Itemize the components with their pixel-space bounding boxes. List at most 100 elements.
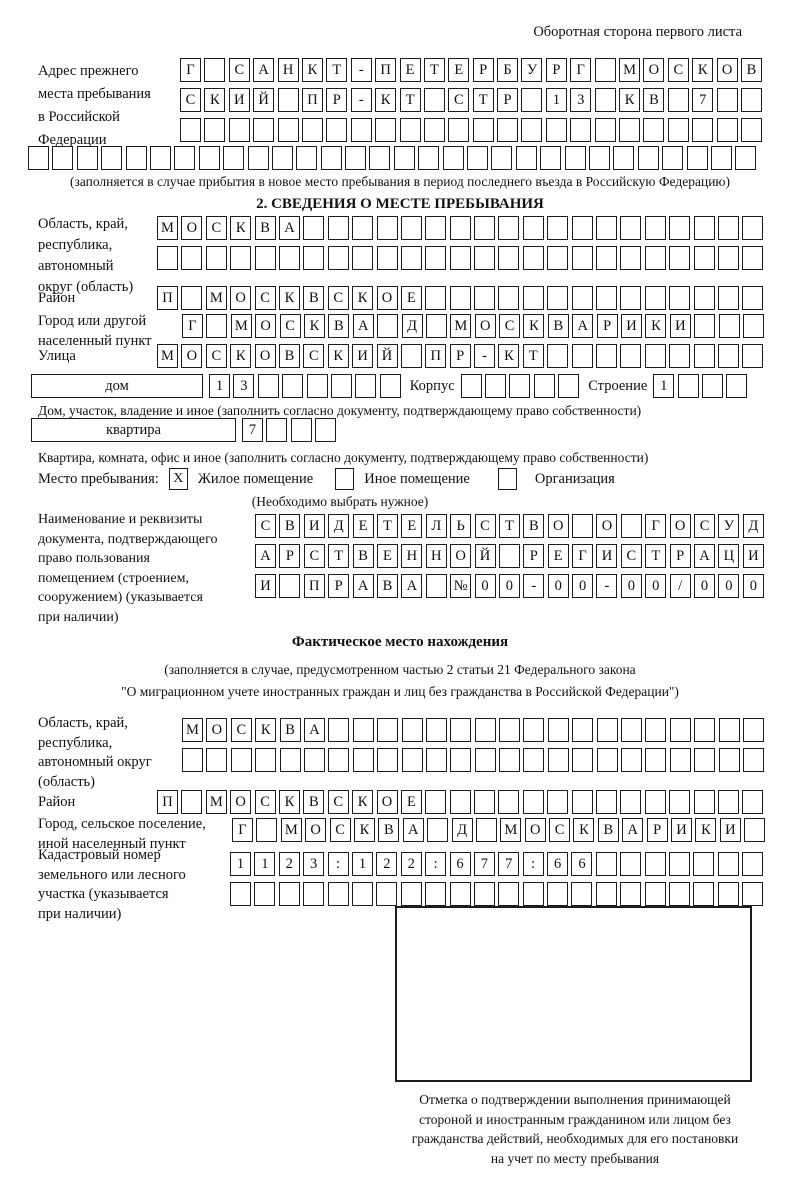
char-cell[interactable] xyxy=(716,88,738,112)
char-cell[interactable] xyxy=(401,748,423,772)
char-cell[interactable] xyxy=(301,118,323,142)
char-cell[interactable] xyxy=(637,146,659,170)
char-cell[interactable]: С xyxy=(448,88,470,112)
char-cell[interactable] xyxy=(279,748,301,772)
char-cell[interactable] xyxy=(594,118,616,142)
char-cell[interactable] xyxy=(742,882,764,906)
char-cell[interactable]: О xyxy=(716,58,738,82)
char-cell[interactable]: В xyxy=(328,314,350,338)
char-cell[interactable]: В xyxy=(523,514,545,538)
char-cell[interactable] xyxy=(596,748,618,772)
char-cell[interactable] xyxy=(230,882,251,906)
char-cell[interactable] xyxy=(401,718,423,742)
char-cell[interactable]: П xyxy=(303,574,325,598)
char-cell[interactable]: О xyxy=(305,818,327,842)
char-cell[interactable]: А xyxy=(622,818,644,842)
char-cell[interactable] xyxy=(320,146,342,170)
char-cell[interactable]: С xyxy=(205,344,227,368)
char-cell[interactable] xyxy=(613,146,635,170)
char-cell[interactable] xyxy=(345,146,367,170)
char-cell[interactable] xyxy=(425,748,447,772)
char-cell[interactable] xyxy=(509,374,531,398)
char-cell[interactable] xyxy=(149,146,171,170)
char-cell[interactable] xyxy=(669,852,691,876)
char-cell[interactable]: Р xyxy=(279,544,301,568)
char-cell[interactable] xyxy=(571,216,593,240)
char-cell[interactable]: 7 xyxy=(498,852,520,876)
char-cell[interactable] xyxy=(717,882,739,906)
char-cell[interactable] xyxy=(315,418,337,442)
char-cell[interactable] xyxy=(718,748,740,772)
char-cell[interactable]: - xyxy=(474,344,496,368)
char-cell[interactable] xyxy=(181,286,203,310)
char-cell[interactable] xyxy=(498,544,520,568)
char-cell[interactable] xyxy=(522,882,544,906)
char-cell[interactable]: В xyxy=(378,818,400,842)
char-cell[interactable] xyxy=(644,246,666,270)
char-cell[interactable] xyxy=(498,246,520,270)
organization-checkbox[interactable] xyxy=(497,468,517,490)
char-cell[interactable] xyxy=(328,748,350,772)
char-cell[interactable]: О xyxy=(181,216,203,240)
char-cell[interactable]: О xyxy=(376,286,398,310)
char-cell[interactable]: Й xyxy=(376,344,398,368)
char-cell[interactable] xyxy=(255,748,277,772)
char-cell[interactable] xyxy=(620,344,642,368)
char-cell[interactable]: Д xyxy=(401,314,423,338)
char-cell[interactable]: М xyxy=(205,286,227,310)
char-cell[interactable] xyxy=(644,790,666,814)
char-cell[interactable]: Г xyxy=(572,544,594,568)
char-cell[interactable] xyxy=(450,748,472,772)
other-premises-checkbox[interactable] xyxy=(335,468,355,490)
char-cell[interactable]: В xyxy=(352,544,374,568)
char-cell[interactable] xyxy=(327,216,349,240)
char-cell[interactable]: К xyxy=(352,790,374,814)
char-cell[interactable] xyxy=(644,852,666,876)
char-cell[interactable]: О xyxy=(230,286,252,310)
char-cell[interactable] xyxy=(571,286,593,310)
char-cell[interactable]: К xyxy=(692,58,714,82)
char-cell[interactable] xyxy=(350,118,372,142)
char-cell[interactable]: 7 xyxy=(473,852,495,876)
char-cell[interactable] xyxy=(491,146,513,170)
char-cell[interactable]: К xyxy=(230,344,252,368)
char-cell[interactable] xyxy=(523,748,545,772)
char-cell[interactable]: Е xyxy=(401,514,423,538)
char-cell[interactable]: 0 xyxy=(645,574,667,598)
char-cell[interactable]: К xyxy=(645,314,667,338)
char-cell[interactable] xyxy=(669,790,691,814)
char-cell[interactable]: 1 xyxy=(209,374,230,398)
char-cell[interactable]: В xyxy=(254,216,276,240)
char-cell[interactable] xyxy=(596,246,618,270)
char-cell[interactable]: В xyxy=(643,88,665,112)
char-cell[interactable]: 1 xyxy=(653,374,675,398)
char-cell[interactable]: Т xyxy=(522,344,544,368)
char-cell[interactable] xyxy=(620,286,642,310)
char-cell[interactable]: В xyxy=(740,58,762,82)
char-cell[interactable] xyxy=(52,146,74,170)
char-cell[interactable]: Р xyxy=(523,544,545,568)
char-cell[interactable] xyxy=(475,818,497,842)
char-cell[interactable]: К xyxy=(303,314,325,338)
char-cell[interactable]: Т xyxy=(399,88,421,112)
char-cell[interactable] xyxy=(474,216,496,240)
char-cell[interactable]: К xyxy=(498,344,520,368)
char-cell[interactable] xyxy=(306,374,328,398)
char-cell[interactable] xyxy=(181,790,203,814)
char-cell[interactable] xyxy=(686,146,708,170)
char-cell[interactable]: А xyxy=(572,314,594,338)
char-cell[interactable]: А xyxy=(255,544,276,568)
char-cell[interactable] xyxy=(547,344,569,368)
char-cell[interactable]: К xyxy=(204,88,226,112)
char-cell[interactable]: Р xyxy=(646,818,668,842)
char-cell[interactable] xyxy=(669,344,691,368)
char-cell[interactable] xyxy=(515,146,537,170)
char-cell[interactable] xyxy=(206,748,228,772)
char-cell[interactable]: Е xyxy=(547,544,569,568)
char-cell[interactable] xyxy=(693,852,715,876)
char-cell[interactable] xyxy=(253,118,275,142)
char-cell[interactable] xyxy=(254,246,276,270)
char-cell[interactable] xyxy=(379,374,401,398)
char-cell[interactable]: М xyxy=(450,314,472,338)
char-cell[interactable]: Д xyxy=(328,514,350,538)
